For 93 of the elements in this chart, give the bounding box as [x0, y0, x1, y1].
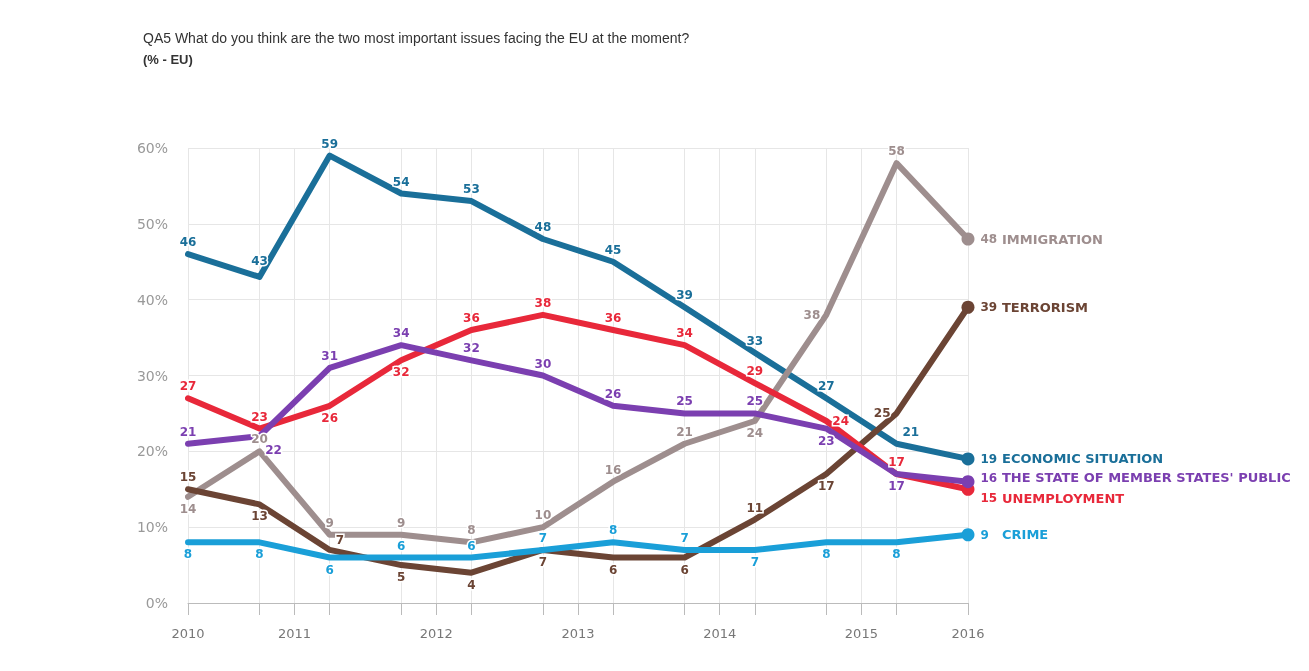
data-label: 13	[251, 509, 268, 524]
data-label: 58	[888, 144, 905, 159]
data-label: 14	[179, 501, 197, 516]
data-label: 27	[817, 379, 835, 394]
data-label: 46	[179, 235, 197, 250]
data-label: 15	[980, 491, 998, 506]
y-tick-label: 0%	[145, 595, 168, 611]
data-label: 25	[676, 394, 693, 409]
data-label: 24	[832, 414, 849, 428]
data-label: 29	[746, 364, 764, 379]
x-tick-label: 2015	[844, 626, 878, 641]
data-label: 16	[604, 462, 622, 477]
data-label: 53	[463, 182, 480, 197]
data-label: 32	[392, 365, 410, 380]
x-tick-label: 2012	[419, 626, 453, 641]
data-label: 23	[817, 433, 835, 448]
text: THE STATE OF MEMBER STATES' PUBLIC	[1002, 470, 1291, 486]
data-label: 21	[676, 424, 693, 439]
data-label: 15	[179, 470, 197, 485]
data-label: 30	[534, 356, 552, 371]
data-label: 38	[803, 307, 821, 322]
data-label: 21	[179, 424, 197, 439]
data-label: 36	[463, 311, 480, 325]
data-label: 8	[255, 547, 264, 562]
x-tick-label: 2016	[951, 626, 985, 641]
data-label: 48	[534, 220, 552, 234]
data-label: 33	[746, 333, 764, 348]
data-label: 32	[463, 341, 480, 356]
data-label: 19	[980, 451, 998, 466]
data-label: 43	[251, 253, 268, 268]
data-label: 34	[392, 326, 410, 341]
data-label: 21	[902, 424, 920, 439]
data-label: 10	[534, 508, 552, 523]
data-label: 31	[321, 348, 339, 363]
text: TERRORISM	[1002, 299, 1088, 315]
data-label: 17	[888, 479, 905, 494]
data-label: 7	[680, 530, 689, 545]
text: ECONOMIC SITUATION	[1002, 451, 1164, 467]
data-label: 6	[608, 562, 618, 577]
x-tick-label: 2013	[561, 626, 595, 641]
y-tick-label: 40%	[136, 291, 168, 308]
y-tick-label: 50%	[136, 215, 168, 232]
data-label: 8	[467, 523, 476, 538]
text: CRIME	[1002, 527, 1049, 543]
data-label: 6	[680, 562, 689, 577]
x-tick-label: 2014	[703, 626, 737, 641]
y-tick-label: 10%	[136, 519, 168, 536]
data-label: 8	[822, 547, 831, 562]
data-label: 9	[325, 515, 334, 530]
data-label: 6	[325, 562, 334, 577]
data-label: 24	[746, 426, 764, 440]
y-tick-label: 20%	[136, 443, 168, 460]
data-label: 7	[750, 554, 759, 569]
data-label: 5	[397, 570, 406, 585]
data-label: 26	[321, 410, 339, 425]
text: IMMIGRATION	[1002, 231, 1103, 247]
chart-title: QA5 What do you think are the two most important issues facing the EU at the moment?	[143, 30, 690, 46]
data-label: 36	[604, 311, 622, 325]
data-label: 7	[538, 530, 548, 545]
x-tick-label: 2011	[278, 626, 312, 641]
data-label: 22	[265, 443, 282, 458]
chart-subtitle: (% - EU)	[143, 52, 193, 67]
data-label: 54	[392, 174, 410, 189]
data-label: 6	[467, 538, 476, 553]
data-label: 8	[892, 547, 901, 562]
data-label: 39	[676, 288, 693, 303]
text: UNEMPLOYMENT	[1002, 490, 1125, 506]
data-label: 6	[397, 538, 406, 553]
data-label: 27	[179, 379, 197, 394]
data-label: 25	[746, 394, 764, 409]
data-label: 8	[608, 523, 618, 538]
data-label: 7	[538, 554, 548, 569]
x-tick-label: 2010	[171, 626, 205, 641]
data-label: 16	[980, 470, 998, 485]
data-label: 7	[335, 532, 345, 547]
data-label: 26	[604, 386, 622, 401]
data-label: 39	[980, 300, 998, 315]
data-label: 25	[873, 406, 891, 421]
data-label: 48	[980, 232, 998, 246]
data-label: 11	[746, 500, 764, 515]
data-label: 17	[888, 455, 905, 470]
data-label: 34	[676, 326, 693, 341]
y-tick-label: 60%	[136, 140, 168, 156]
data-label: 8	[183, 547, 193, 562]
data-label: 23	[251, 409, 268, 424]
data-label: 4	[467, 577, 476, 592]
data-label: 38	[534, 295, 552, 310]
data-label: 9	[397, 515, 406, 530]
data-label: 9	[980, 527, 989, 542]
data-label: 45	[604, 242, 622, 257]
data-label: 17	[817, 479, 835, 494]
y-tick-label: 30%	[136, 367, 168, 384]
data-label: 59	[321, 136, 339, 151]
